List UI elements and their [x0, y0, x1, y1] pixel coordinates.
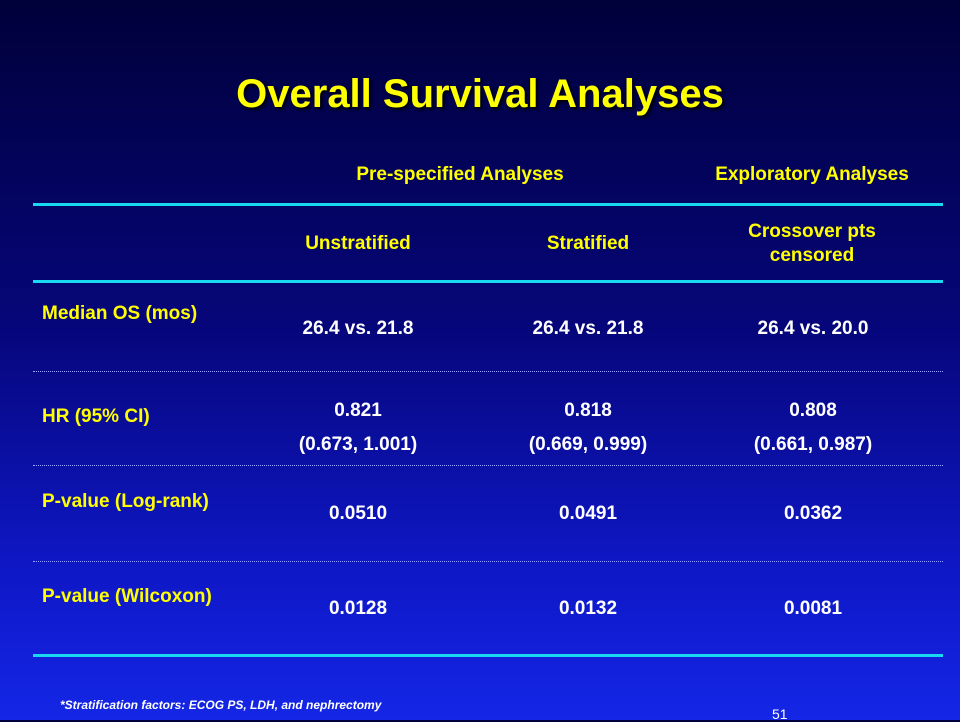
column-header-unstratified: Unstratified	[305, 233, 411, 254]
table-rule-row3	[33, 561, 943, 562]
page-title: Overall Survival Analyses	[236, 72, 724, 116]
group-header-exploratory: Exploratory Analyses	[715, 164, 909, 185]
cell-logrank-unstratified: 0.0510	[328, 503, 388, 524]
hr-estimate: 0.821	[334, 400, 382, 421]
column-header-crossover: Crossover pts censored	[748, 221, 876, 266]
table-rule-top	[33, 203, 943, 206]
hr-estimate: 0.808	[789, 400, 837, 421]
page-number: 51	[772, 706, 788, 722]
table-rule-row2	[33, 465, 943, 466]
cell-logrank-stratified: 0.0491	[558, 503, 618, 524]
cell-wilcoxon-unstratified: 0.0128	[328, 598, 388, 619]
cell-hr-stratified: 0.818 (0.669, 0.999)	[478, 394, 698, 462]
hr-ci: (0.673, 1.001)	[298, 434, 418, 455]
row-label-pvalue-wilcoxon: P-value (Wilcoxon)	[42, 586, 212, 607]
cell-logrank-crossover: 0.0362	[783, 503, 843, 524]
table-rule-header	[33, 280, 943, 283]
table-rule-bottom	[33, 654, 943, 657]
cell-hr-unstratified: 0.821 (0.673, 1.001)	[248, 394, 468, 462]
row-label-median-os: Median OS (mos)	[42, 303, 198, 324]
cell-wilcoxon-stratified: 0.0132	[558, 598, 618, 619]
cell-hr-crossover: 0.808 (0.661, 0.987)	[708, 394, 918, 462]
hr-estimate: 0.818	[564, 400, 612, 421]
cell-median-os-crossover: 26.4 vs. 20.0	[757, 318, 869, 339]
footnote: *Stratification factors: ECOG PS, LDH, a…	[60, 698, 382, 712]
hr-ci: (0.661, 0.987)	[753, 434, 873, 455]
cell-median-os-unstratified: 26.4 vs. 21.8	[302, 318, 414, 339]
row-label-hr: HR (95% CI)	[42, 406, 150, 427]
table-rule-row1	[33, 371, 943, 372]
cell-wilcoxon-crossover: 0.0081	[783, 598, 843, 619]
column-header-stratified: Stratified	[546, 233, 630, 254]
group-header-prespecified: Pre-specified Analyses	[356, 164, 564, 185]
hr-ci: (0.669, 0.999)	[528, 434, 648, 455]
row-label-pvalue-logrank: P-value (Log-rank)	[42, 491, 209, 512]
cell-median-os-stratified: 26.4 vs. 21.8	[532, 318, 644, 339]
